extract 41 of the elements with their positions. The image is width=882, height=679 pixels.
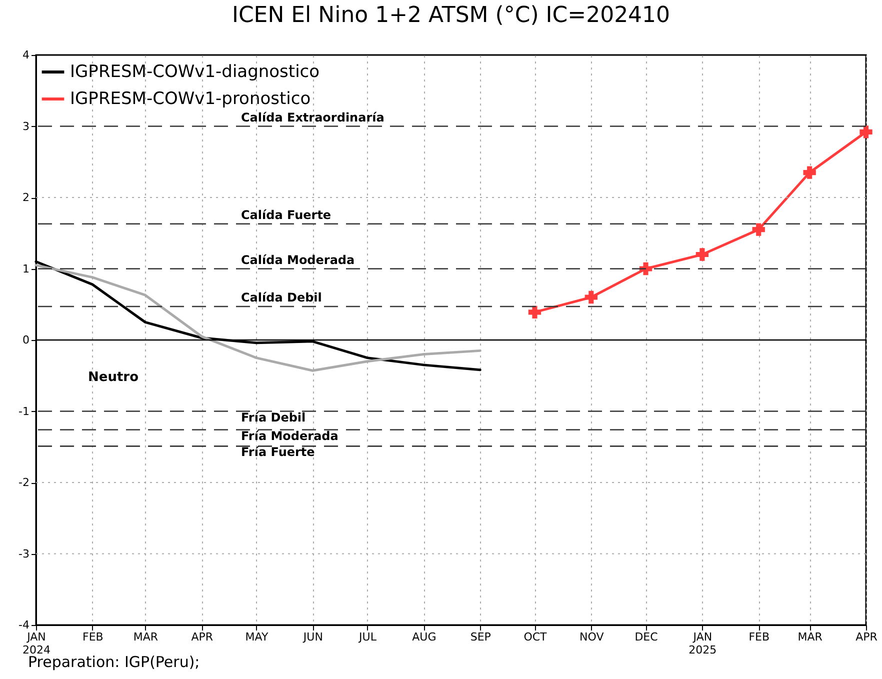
legend-label: IGPRESM-COWv1-pronostico (70, 89, 311, 109)
ref-line-label: Fría Fuerte (241, 445, 315, 460)
y-tick-label: 3 (22, 120, 30, 133)
x-tick-label: FEB (748, 630, 770, 644)
ref-line-label: Fría Debil (241, 410, 306, 424)
annotation: Neutro (88, 370, 139, 385)
x-tick-label: SEP (470, 630, 492, 644)
x-tick-label: DEC (634, 630, 658, 644)
point (696, 248, 709, 261)
ref-line-label: Calída Extraordinaría (241, 110, 384, 124)
legend-label: IGPRESM-COWv1-diagnostico (70, 62, 320, 82)
x-tick-label: JUL (358, 630, 378, 644)
ref-line-label: Calída Moderada (241, 252, 355, 267)
y-tick-label: 1 (22, 262, 30, 276)
y-tick-label: 4 (22, 48, 30, 62)
ref-line-label: Calída Debil (241, 290, 322, 305)
x-tick-label: JUN (302, 630, 323, 644)
y-tick-label: 0 (22, 334, 30, 346)
x-tick-label: OCT (524, 630, 548, 644)
point (584, 290, 598, 304)
x-tick-label: NOV (580, 630, 604, 644)
y-tick-label: -3 (18, 547, 30, 560)
x-tick-label: MAR (798, 630, 823, 644)
point (528, 306, 542, 319)
x-tick-label: MAY (245, 630, 268, 644)
ref-line-label: Calída Fuerte (241, 208, 332, 222)
point (860, 126, 872, 138)
y-tick-label: -4 (18, 618, 30, 632)
x-tick-label: FEB (82, 630, 104, 644)
x-tick-label: APR (856, 630, 878, 644)
y-tick-label: -2 (18, 476, 30, 489)
ref-line-label: Fría Moderada (241, 428, 338, 443)
chart-title: ICEN El Nino 1+2 ATSM (°C) IC=202410 (232, 3, 670, 28)
point (752, 223, 765, 236)
y-tick-label: 2 (22, 191, 30, 204)
x-tick-label: AUG (412, 630, 436, 644)
point (803, 166, 816, 179)
x-tick-label: APR (191, 630, 214, 644)
x-tick-label: JAN 2025 (688, 630, 717, 656)
y-tick-label: -1 (18, 404, 30, 418)
x-tick-label: MAR (133, 630, 158, 644)
